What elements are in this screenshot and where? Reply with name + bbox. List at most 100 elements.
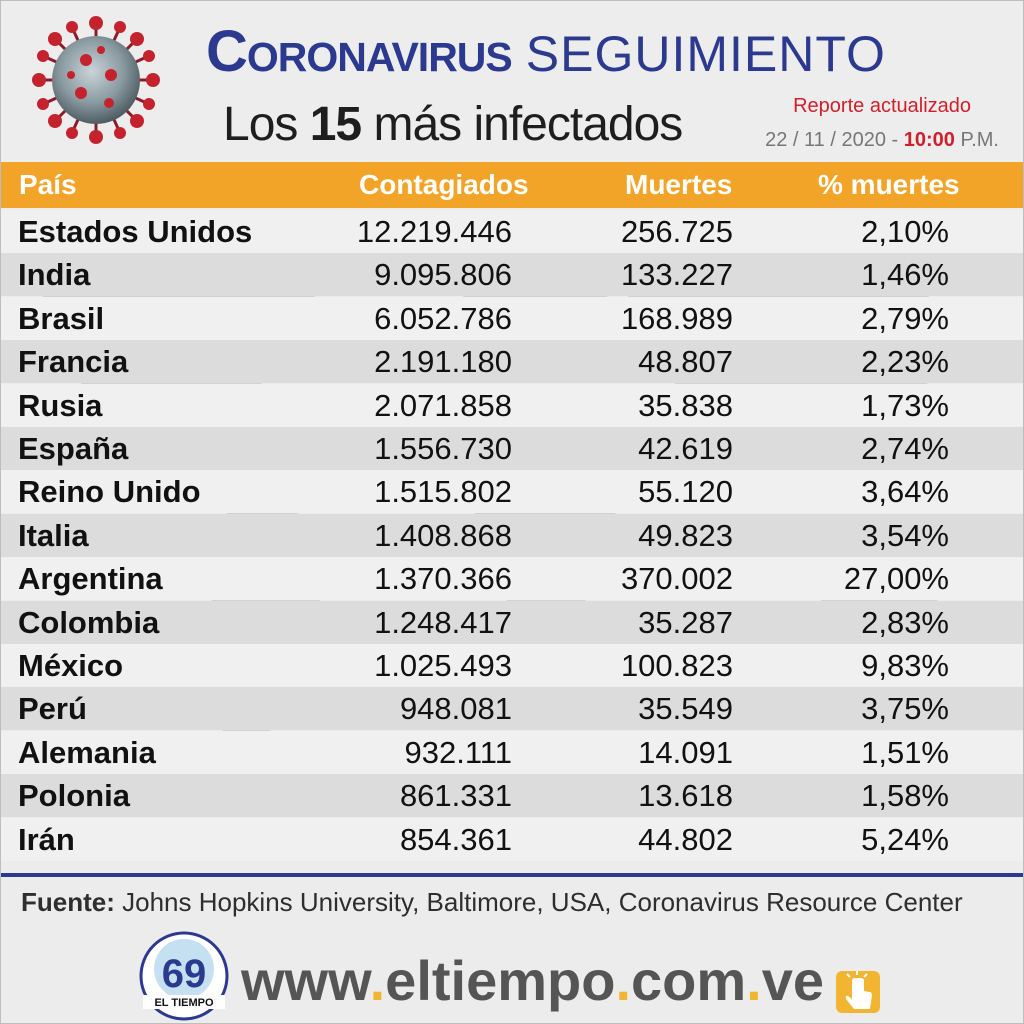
time-suffix: P.M. <box>960 129 999 151</box>
time-text: 10:00 <box>903 129 955 151</box>
cell-deaths: 35.287 <box>638 604 733 640</box>
subtitle-prefix: Los <box>223 98 298 151</box>
subtitle: Los 15 más infectados <box>223 98 683 151</box>
cell-death-rate: 1,58% <box>861 778 949 814</box>
cell-country: Italia <box>18 517 89 553</box>
divider <box>1 873 1023 877</box>
table-row: Brasil 6.052.786 168.989 2,79% <box>1 296 1023 340</box>
cell-cases: 2.071.858 <box>374 387 512 423</box>
table-row: Polonia 861.331 13.618 1,58% <box>1 774 1023 818</box>
cell-cases: 1.370.366 <box>374 561 512 597</box>
cell-deaths: 42.619 <box>638 431 733 466</box>
table-row: India 9.095.806 133.227 1,46% <box>1 253 1023 297</box>
cell-cases: 1.556.730 <box>374 431 512 466</box>
cell-death-rate: 5,24% <box>861 821 949 857</box>
cell-country: México <box>18 648 124 683</box>
website-part: com <box>631 949 747 1012</box>
cell-deaths: 35.838 <box>638 387 733 423</box>
website-part: www <box>241 949 370 1012</box>
cell-death-rate: 27,00% <box>843 561 949 597</box>
subtitle-number: 15 <box>309 98 362 151</box>
eltiempo-logo[interactable]: 69 EL TIEMPO <box>137 931 231 1021</box>
table-row: Reino Unido 1.515.802 55.120 3,64% <box>1 470 1023 514</box>
report-label: Reporte actualizado <box>793 95 971 117</box>
cell-death-rate: 1,46% <box>861 257 949 293</box>
website-part: ve <box>761 949 825 1012</box>
cell-death-rate: 2,10% <box>861 214 949 249</box>
website-part: eltiempo <box>385 949 616 1012</box>
table-row: Irán 854.361 44.802 5,24% <box>1 817 1023 861</box>
cell-deaths: 13.618 <box>638 778 733 814</box>
website-link[interactable]: www.eltiempo.com.ve <box>241 953 824 1009</box>
cell-country: Argentina <box>18 561 163 597</box>
cell-cases: 6.052.786 <box>374 300 512 336</box>
source-text: Johns Hopkins University, Baltimore, USA… <box>122 887 963 917</box>
cell-death-rate: 3,54% <box>861 517 949 553</box>
table-row: España 1.556.730 42.619 2,74% <box>1 427 1023 470</box>
table-row: Perú 948.081 35.549 3,75% <box>1 687 1023 731</box>
cell-country: India <box>18 257 91 293</box>
website-dot: . <box>746 949 762 1012</box>
table-header: País Contagiados Muertes % muertes <box>1 162 1023 208</box>
cell-country: Colombia <box>18 604 160 640</box>
cell-country: España <box>18 431 129 466</box>
cell-death-rate: 3,75% <box>861 691 949 727</box>
cell-deaths: 14.091 <box>638 734 733 770</box>
cell-deaths: 256.725 <box>620 214 733 249</box>
cell-cases: 9.095.806 <box>374 257 512 293</box>
cell-country: Perú <box>18 691 87 727</box>
source-line: Fuente: Johns Hopkins University, Baltim… <box>21 887 963 918</box>
cell-country: Reino Unido <box>18 474 201 510</box>
subtitle-suffix: más infectados <box>373 98 683 151</box>
cell-death-rate: 1,73% <box>861 387 949 423</box>
cell-deaths: 49.823 <box>638 517 733 553</box>
cell-deaths: 44.802 <box>638 821 733 857</box>
cell-cases: 854.361 <box>399 821 512 857</box>
logo-number: 69 <box>162 952 207 996</box>
header: Coronavirus SEGUIMIENTO Los 15 más infect… <box>1 1 1023 161</box>
cell-death-rate: 1,51% <box>861 734 949 770</box>
hand-pointer-icon <box>836 971 880 1013</box>
cell-deaths: 370.002 <box>620 561 733 597</box>
source-label: Fuente: <box>21 887 115 917</box>
table-row: México 1.025.493 100.823 9,83% <box>1 644 1023 687</box>
report-date: 22 / 11 / 2020 - 10:00 P.M. <box>765 129 999 152</box>
cell-deaths: 100.823 <box>620 648 733 683</box>
cell-country: Alemania <box>18 734 156 770</box>
table-row: Argentina 1.370.366 370.002 27,00% <box>1 557 1023 601</box>
cell-deaths: 168.989 <box>620 300 733 336</box>
table-row: Estados Unidos 12.219.446 256.725 2,10% <box>1 210 1023 253</box>
cell-country: Rusia <box>18 387 103 423</box>
cell-death-rate: 2,23% <box>861 344 949 380</box>
table-row: Rusia 2.071.858 35.838 1,73% <box>1 383 1023 427</box>
cell-deaths: 55.120 <box>638 474 733 510</box>
title-sub: SEGUIMIENTO <box>525 26 886 82</box>
cell-deaths: 35.549 <box>638 691 733 727</box>
cell-cases: 932.111 <box>404 734 512 770</box>
cell-deaths: 133.227 <box>620 257 733 293</box>
coronavirus-icon <box>32 16 160 144</box>
table-row: Francia 2.191.180 48.807 2,23% <box>1 340 1023 384</box>
table-row: Colombia 1.248.417 35.287 2,83% <box>1 600 1023 644</box>
cell-death-rate: 2,83% <box>861 604 949 640</box>
cell-country: Francia <box>18 344 129 380</box>
cell-country: Estados Unidos <box>18 214 253 249</box>
table-row: Italia 1.408.868 49.823 3,54% <box>1 513 1023 557</box>
cell-country: Irán <box>18 821 75 857</box>
cell-death-rate: 2,79% <box>861 300 949 336</box>
logo-name: EL TIEMPO <box>154 997 214 1009</box>
cell-cases: 1.515.802 <box>374 474 512 510</box>
cell-cases: 2.191.180 <box>374 344 512 380</box>
page-title: Coronavirus SEGUIMIENTO <box>206 23 886 81</box>
cell-cases: 1.025.493 <box>374 648 512 683</box>
cell-deaths: 48.807 <box>638 344 733 380</box>
cell-death-rate: 9,83% <box>861 648 949 683</box>
cell-cases: 948.081 <box>399 691 512 727</box>
header-deaths: Muertes <box>625 169 733 200</box>
cell-death-rate: 2,74% <box>861 431 949 466</box>
cell-cases: 12.219.446 <box>356 214 512 249</box>
cell-country: Polonia <box>18 778 130 814</box>
table-row: Alemania 932.111 14.091 1,51% <box>1 730 1023 774</box>
cell-country: Brasil <box>18 300 105 336</box>
cell-cases: 1.408.868 <box>374 517 512 553</box>
